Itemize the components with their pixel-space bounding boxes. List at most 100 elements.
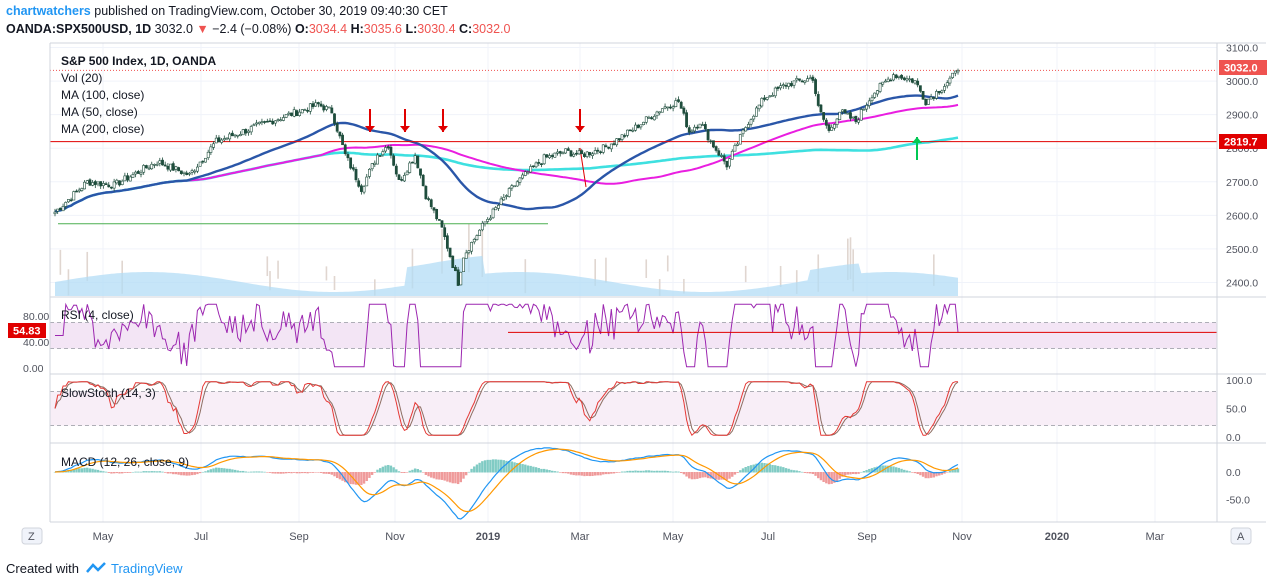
candle-down <box>894 74 898 79</box>
candle-down <box>265 120 269 123</box>
candle-up <box>655 111 659 117</box>
macd-histogram-bar <box>712 472 715 480</box>
macd-histogram-bar <box>317 472 320 473</box>
macd-histogram-bar <box>548 470 551 473</box>
candle-up <box>857 119 860 123</box>
macd-histogram-bar <box>421 472 425 473</box>
macd-histogram-bar <box>188 472 191 476</box>
published-text: published on TradingView.com, October 30… <box>94 4 448 18</box>
candle-up <box>413 155 417 164</box>
candle-up <box>639 124 643 128</box>
macd-histogram-bar <box>438 472 441 480</box>
macd-histogram-bar <box>381 466 385 473</box>
macd-histogram-bar <box>954 468 957 473</box>
candle-down <box>110 186 113 189</box>
macd-histogram-bar <box>357 472 360 486</box>
candle-down <box>244 128 248 134</box>
macd-histogram-bar <box>927 472 930 479</box>
candle-up <box>193 170 197 173</box>
candle-down <box>400 179 404 181</box>
footer-brand-link[interactable]: TradingView <box>111 561 183 576</box>
macd-histogram-bar <box>690 472 694 480</box>
low-label: L: <box>405 22 418 36</box>
macd-histogram-bar <box>155 471 159 473</box>
candle-down <box>126 175 129 181</box>
volume-spike <box>374 279 376 296</box>
candle-up <box>153 164 156 166</box>
macd-histogram-bar <box>612 472 616 474</box>
down-arrow-icon-head <box>438 126 448 132</box>
macd-histogram-bar <box>126 472 129 473</box>
candle-down <box>411 161 414 164</box>
zoom-button-z[interactable] <box>21 527 43 545</box>
candle-up <box>112 181 116 189</box>
high-value: 3035.6 <box>363 22 402 36</box>
candle-up <box>273 120 277 124</box>
macd-histogram-bar <box>134 471 137 473</box>
candle-up <box>736 143 740 146</box>
candle-up <box>507 188 511 197</box>
down-arrow-icon-head <box>400 126 410 132</box>
candle-up <box>196 166 199 172</box>
macd-histogram-bar <box>499 459 503 473</box>
publisher-name[interactable]: chartwatchers <box>6 4 91 18</box>
macd-histogram-bar <box>346 472 350 484</box>
x-tick-label: 2020 <box>1045 531 1069 543</box>
candle-up <box>749 119 753 125</box>
macd-histogram-bar <box>112 472 116 474</box>
macd-histogram-bar <box>588 472 592 477</box>
candle-up <box>169 163 172 171</box>
macd-histogram-bar <box>489 459 492 473</box>
candle-up <box>282 117 285 121</box>
macd-histogram-bar <box>263 471 266 473</box>
candle-up <box>83 181 86 190</box>
candle-down <box>179 170 183 174</box>
candle-up <box>631 129 635 132</box>
macd-histogram-bar <box>645 470 648 473</box>
annotation-arrows <box>365 109 922 160</box>
candle-up <box>943 86 946 91</box>
x-tick-label: 2019 <box>476 531 500 543</box>
macd-histogram-bar <box>577 472 581 476</box>
candle-up <box>884 80 887 83</box>
macd-histogram-bar <box>585 472 589 476</box>
candle-up <box>61 206 65 212</box>
x-tick-label: May <box>93 531 114 543</box>
candle-up <box>314 102 318 107</box>
candle-down <box>798 78 801 81</box>
macd-histogram-bar <box>674 471 678 473</box>
candle-up <box>626 129 629 136</box>
macd-histogram-bar <box>427 472 430 477</box>
macd-histogram-bar <box>467 471 471 473</box>
candle-down <box>650 117 654 120</box>
macd-histogram-bar <box>99 470 102 473</box>
macd-histogram-bar <box>518 463 522 473</box>
candle-up <box>241 129 245 136</box>
header-published-line: chartwatchers published on TradingView.c… <box>6 4 448 18</box>
candle-down <box>763 97 766 100</box>
macd-histogram-bar <box>314 472 317 473</box>
macd-histogram-bar <box>900 468 903 473</box>
candle-down <box>569 150 573 157</box>
macd-histogram-bar <box>650 470 653 473</box>
candle-up <box>953 70 957 74</box>
candle-up <box>308 103 312 112</box>
down-arrow-icon <box>365 109 375 132</box>
candle-up <box>642 121 645 125</box>
macd-histogram-bar <box>335 472 339 478</box>
macd-histogram-bar <box>462 472 465 479</box>
macd-histogram-bar <box>870 468 874 473</box>
macd-histogram-bar <box>894 467 898 473</box>
candle-up <box>634 124 637 131</box>
macd-histogram-bar <box>239 470 242 473</box>
macd-histogram-bar <box>744 467 747 473</box>
macd-histogram-bar <box>776 465 780 473</box>
macd-histogram-bar <box>943 472 946 474</box>
candle-down <box>306 110 310 112</box>
candle-up <box>765 96 769 100</box>
candle-up <box>693 126 697 132</box>
candle-down <box>378 155 382 157</box>
macd-histogram-bar <box>905 470 909 473</box>
candle-up <box>123 175 127 182</box>
auto-scale-button[interactable] <box>1230 527 1252 545</box>
